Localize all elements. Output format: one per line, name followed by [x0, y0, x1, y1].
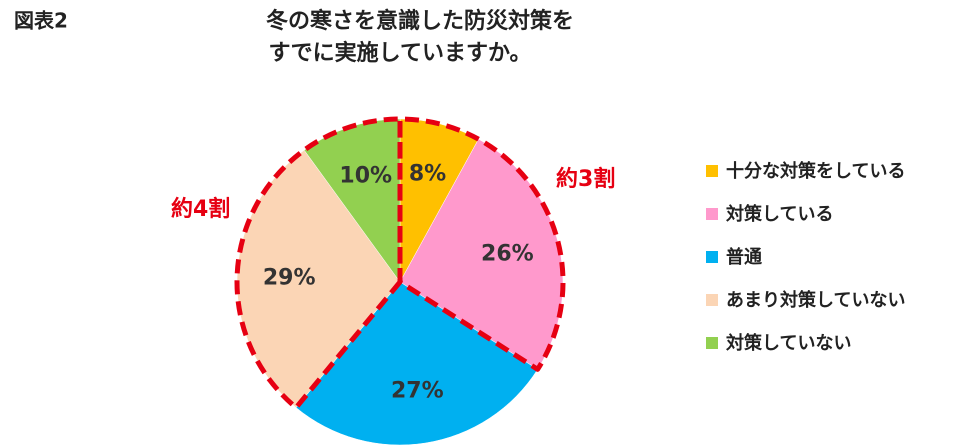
annotation: 約4割	[171, 196, 230, 222]
annotation: 約3割	[556, 166, 615, 192]
legend-swatch	[706, 251, 718, 263]
data-label: 8%	[409, 162, 446, 187]
group-outline	[234, 116, 403, 411]
legend-label: 対策している	[725, 203, 833, 225]
legend-swatch	[706, 294, 718, 306]
data-label: 29%	[263, 266, 316, 291]
legend-swatch	[706, 208, 718, 220]
legend-label: 対策していない	[725, 332, 851, 354]
data-label: 26%	[481, 241, 534, 266]
data-label: 27%	[391, 378, 444, 403]
legend-swatch	[706, 337, 718, 349]
chart-subtitle: すでに実施していますか。	[268, 40, 531, 66]
legend-label: 十分な対策をしている	[726, 160, 905, 182]
data-label: 10%	[339, 164, 392, 189]
chart-title: 冬の寒さを意識した防災対策を	[266, 8, 574, 34]
legend-swatch	[706, 165, 718, 177]
legend-label: あまり対策していない	[726, 289, 905, 311]
pie-slice	[295, 281, 538, 446]
group-outline	[397, 116, 566, 372]
legend-label: 普通	[726, 246, 762, 268]
figure-label: 図表2	[14, 9, 68, 33]
